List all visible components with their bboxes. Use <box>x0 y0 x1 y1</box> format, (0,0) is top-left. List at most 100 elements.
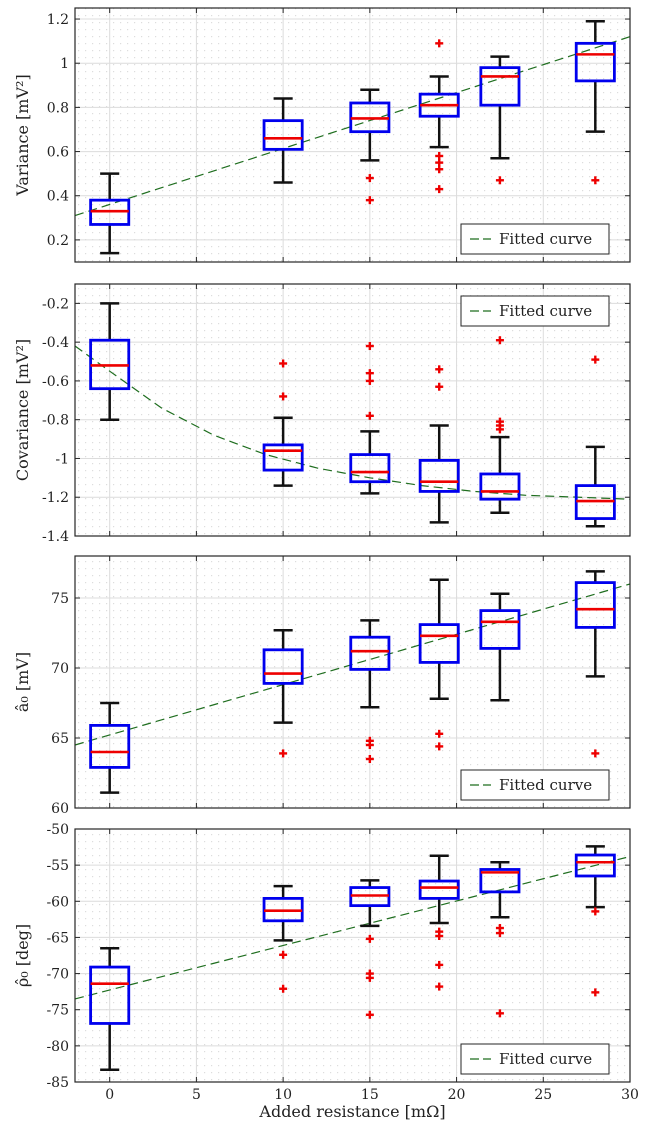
box-plot <box>262 628 304 758</box>
box-plot <box>349 879 391 1019</box>
box-plot <box>418 39 460 194</box>
axes-frame <box>74 283 631 537</box>
fitted-curve-line <box>74 345 631 500</box>
box-plot <box>262 359 304 487</box>
legend: Fitted curve <box>460 223 610 255</box>
y-tick-label: 0.6 <box>47 145 69 161</box>
axes-frame <box>74 828 631 1083</box>
y-tick-label: 65 <box>51 731 69 747</box>
legend-label: Fitted curve <box>499 1050 592 1068</box>
box-plot <box>479 336 521 514</box>
y-tick-label: -1.2 <box>42 490 69 506</box>
x-tick-label: 25 <box>534 1087 552 1103</box>
legend: Fitted curve <box>460 1043 610 1075</box>
box-plot <box>418 854 460 991</box>
interquartile-box <box>574 581 616 629</box>
legend: Fitted curve <box>460 295 610 327</box>
box-plot <box>349 342 391 495</box>
y-tick-label: -55 <box>46 858 69 874</box>
box-plot <box>262 97 304 184</box>
interquartile-box <box>262 648 304 685</box>
y-tick-label: -50 <box>46 822 69 838</box>
y-tick-label: 1 <box>60 56 69 72</box>
plot-background <box>75 8 630 262</box>
box-plot <box>349 619 391 763</box>
box-plot <box>89 302 131 421</box>
y-tick-label: -0.2 <box>42 296 69 312</box>
fitted-curve-line <box>74 855 631 1000</box>
box-plot <box>574 20 616 185</box>
y-tick-label: 1.2 <box>47 12 69 28</box>
box-plot <box>574 845 616 997</box>
panel-1: 0.2 0.4 0.6 0.8 1 1.2 Variance [mV²] Fitted cur… <box>13 7 631 263</box>
interquartile-box <box>89 965 131 1025</box>
interquartile-box <box>418 458 460 493</box>
y-tick-label: -1.4 <box>42 529 69 545</box>
box-plot <box>349 88 391 205</box>
interquartile-box <box>479 609 521 650</box>
interquartile-box <box>479 472 521 501</box>
interquartile-box <box>574 41 616 83</box>
interquartile-box <box>479 868 521 894</box>
interquartile-box <box>574 853 616 878</box>
interquartile-box <box>262 443 304 472</box>
y-axis-label: Covariance [mV²] <box>13 339 32 481</box>
box-plot <box>418 365 460 524</box>
x-tick-label: 5 <box>192 1087 201 1103</box>
axes-frame <box>74 555 631 809</box>
interquartile-box <box>89 724 131 769</box>
axes-frame <box>74 7 631 263</box>
box-plot <box>262 884 304 993</box>
y-tick-label: 0.4 <box>47 189 69 205</box>
x-tick-label: 15 <box>361 1087 379 1103</box>
y-axis-label: ρ̂₀ [deg] <box>13 924 32 987</box>
x-tick-label: 0 <box>105 1087 114 1103</box>
y-tick-label: -0.4 <box>42 335 69 351</box>
y-tick-label: 0.2 <box>47 233 69 249</box>
box-plot <box>574 570 616 758</box>
legend-label: Fitted curve <box>499 776 592 794</box>
y-tick-label: 70 <box>51 661 69 677</box>
y-tick-label: -75 <box>46 1003 69 1019</box>
box-plot <box>89 172 131 255</box>
box-plot <box>89 701 131 794</box>
panel-2: -1.4 -1.2 -1 -0.8 -0.6 -0.4 -0.2 Covariance [mV… <box>13 283 631 545</box>
y-axis-label: â₀ [mV] <box>13 652 32 712</box>
y-tick-label: -0.6 <box>42 374 69 390</box>
interquartile-box <box>418 879 460 900</box>
interquartile-box <box>262 119 304 151</box>
y-tick-label: -60 <box>46 894 69 910</box>
legend-box <box>460 223 610 255</box>
fitted-curve-line <box>74 583 631 746</box>
box-plot <box>479 592 521 702</box>
box-plot <box>479 55 521 185</box>
interquartile-box <box>418 623 460 664</box>
y-tick-label: -80 <box>46 1039 69 1055</box>
y-tick-label: -0.8 <box>42 413 69 429</box>
x-tick-label: 20 <box>448 1087 466 1103</box>
x-tick-label: 10 <box>274 1087 292 1103</box>
y-tick-label: 0.8 <box>47 100 69 116</box>
y-axis-label: Variance [mV²] <box>13 74 32 196</box>
interquartile-box <box>349 635 391 671</box>
box-plot <box>574 355 616 528</box>
interquartile-box <box>479 66 521 107</box>
y-tick-label: -70 <box>46 967 69 983</box>
x-axis-label: Added resistance [mΩ] <box>258 1102 445 1121</box>
y-tick-label: 75 <box>51 591 69 607</box>
box-plot <box>418 578 460 751</box>
y-tick-label: -85 <box>46 1075 69 1091</box>
y-tick-label: -65 <box>46 930 69 946</box>
legend-label: Fitted curve <box>499 230 592 248</box>
legend: Fitted curve <box>460 769 610 801</box>
legend-label: Fitted curve <box>499 302 592 320</box>
y-tick-label: 60 <box>51 801 69 817</box>
box-plot <box>479 861 521 1018</box>
panel-3: 60 65 70 75 â₀ [mV] Fitted curve <box>13 555 631 817</box>
x-tick-label: 30 <box>621 1087 639 1103</box>
panel-4: -85 -80 -75 -70 -65 -60 -55 -50 0 5 10 15 20 25 30 ρ̂₀ … <box>13 822 639 1103</box>
y-tick-label: -1 <box>55 451 69 467</box>
plot-background <box>75 829 630 1082</box>
box-plot <box>89 947 131 1071</box>
